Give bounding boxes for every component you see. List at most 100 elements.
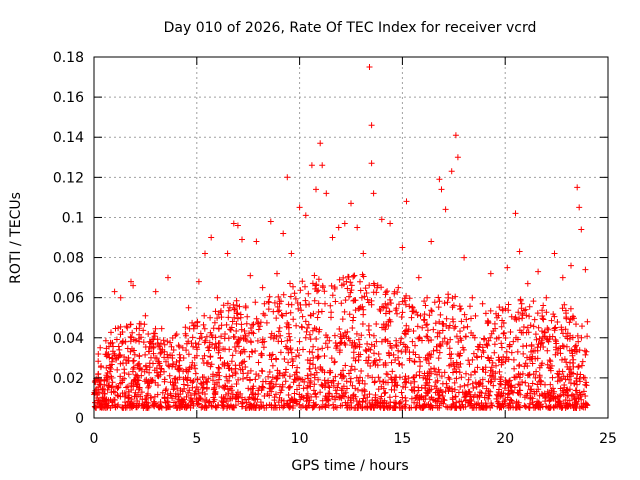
data-point (471, 401, 478, 408)
data-point (573, 321, 579, 328)
data-point (456, 303, 463, 310)
data-point (364, 340, 371, 347)
data-point (411, 374, 417, 380)
data-point (238, 321, 245, 328)
data-point (357, 304, 364, 311)
data-point (130, 282, 137, 289)
data-point (563, 315, 570, 322)
data-point (537, 381, 544, 388)
data-point (222, 346, 228, 353)
data-point (430, 326, 437, 333)
data-point (305, 290, 312, 297)
data-point (215, 349, 222, 356)
data-point (214, 294, 221, 301)
data-point (358, 332, 365, 339)
data-point (260, 344, 267, 351)
data-point (367, 403, 374, 410)
data-point (360, 306, 367, 313)
data-point (452, 293, 459, 300)
data-point (199, 355, 206, 362)
data-point (561, 301, 568, 308)
data-point (368, 122, 375, 129)
data-point (547, 381, 554, 388)
data-point (398, 314, 405, 320)
data-point (148, 354, 154, 361)
data-point (172, 363, 179, 370)
data-point (382, 337, 389, 344)
data-point (197, 330, 204, 337)
data-point (436, 176, 443, 183)
data-point (358, 368, 365, 374)
data-point (350, 273, 357, 280)
data-point (425, 401, 432, 408)
data-point (584, 318, 591, 325)
data-point (179, 388, 186, 395)
data-point (559, 356, 565, 363)
data-point (243, 337, 250, 344)
data-point (305, 321, 312, 328)
data-point (151, 393, 158, 400)
data-point (143, 362, 149, 369)
data-point (428, 308, 435, 315)
data-point (224, 250, 231, 257)
data-point (353, 398, 360, 404)
data-point (342, 341, 349, 348)
data-point (512, 404, 519, 411)
data-point (198, 404, 205, 411)
data-point (403, 378, 410, 385)
data-point (310, 387, 317, 394)
data-point (436, 349, 443, 356)
data-point (359, 398, 366, 405)
data-point (190, 343, 197, 350)
data-point (311, 372, 318, 378)
data-point (384, 301, 391, 308)
data-point (352, 357, 359, 364)
data-point (395, 347, 402, 354)
data-point (255, 372, 262, 379)
data-point (136, 366, 143, 372)
data-point (229, 372, 236, 379)
data-point (344, 402, 351, 409)
data-point (510, 356, 517, 363)
data-point (359, 321, 366, 327)
data-point (284, 174, 291, 181)
data-point (558, 326, 565, 333)
data-point (420, 404, 427, 411)
data-point (248, 329, 255, 336)
data-point (436, 369, 443, 376)
data-point (192, 370, 199, 377)
data-point (486, 357, 493, 364)
data-point (321, 288, 328, 295)
data-point (493, 310, 499, 317)
data-point (581, 347, 588, 354)
data-point (173, 359, 180, 365)
data-point (479, 300, 486, 307)
data-point (234, 222, 241, 229)
data-point (220, 399, 227, 406)
data-point (559, 387, 566, 394)
data-point (287, 309, 294, 316)
data-point (539, 339, 545, 346)
data-point (462, 403, 469, 410)
data-point (284, 320, 291, 326)
data-point (457, 360, 464, 367)
data-point (249, 385, 256, 392)
data-point (325, 402, 332, 409)
data-point (435, 395, 442, 402)
data-point (150, 350, 157, 357)
data-point (306, 331, 313, 338)
data-point (274, 375, 281, 382)
data-point (492, 370, 499, 377)
data-point (209, 341, 216, 348)
data-point (520, 329, 527, 336)
data-point (130, 378, 137, 385)
data-point (562, 376, 569, 383)
data-point (413, 394, 420, 401)
data-point (179, 344, 186, 351)
x-tick-label: 10 (291, 431, 309, 447)
data-point (329, 292, 336, 299)
data-point (347, 375, 354, 382)
data-point (319, 382, 326, 389)
data-point (203, 378, 210, 385)
data-point (244, 370, 251, 377)
